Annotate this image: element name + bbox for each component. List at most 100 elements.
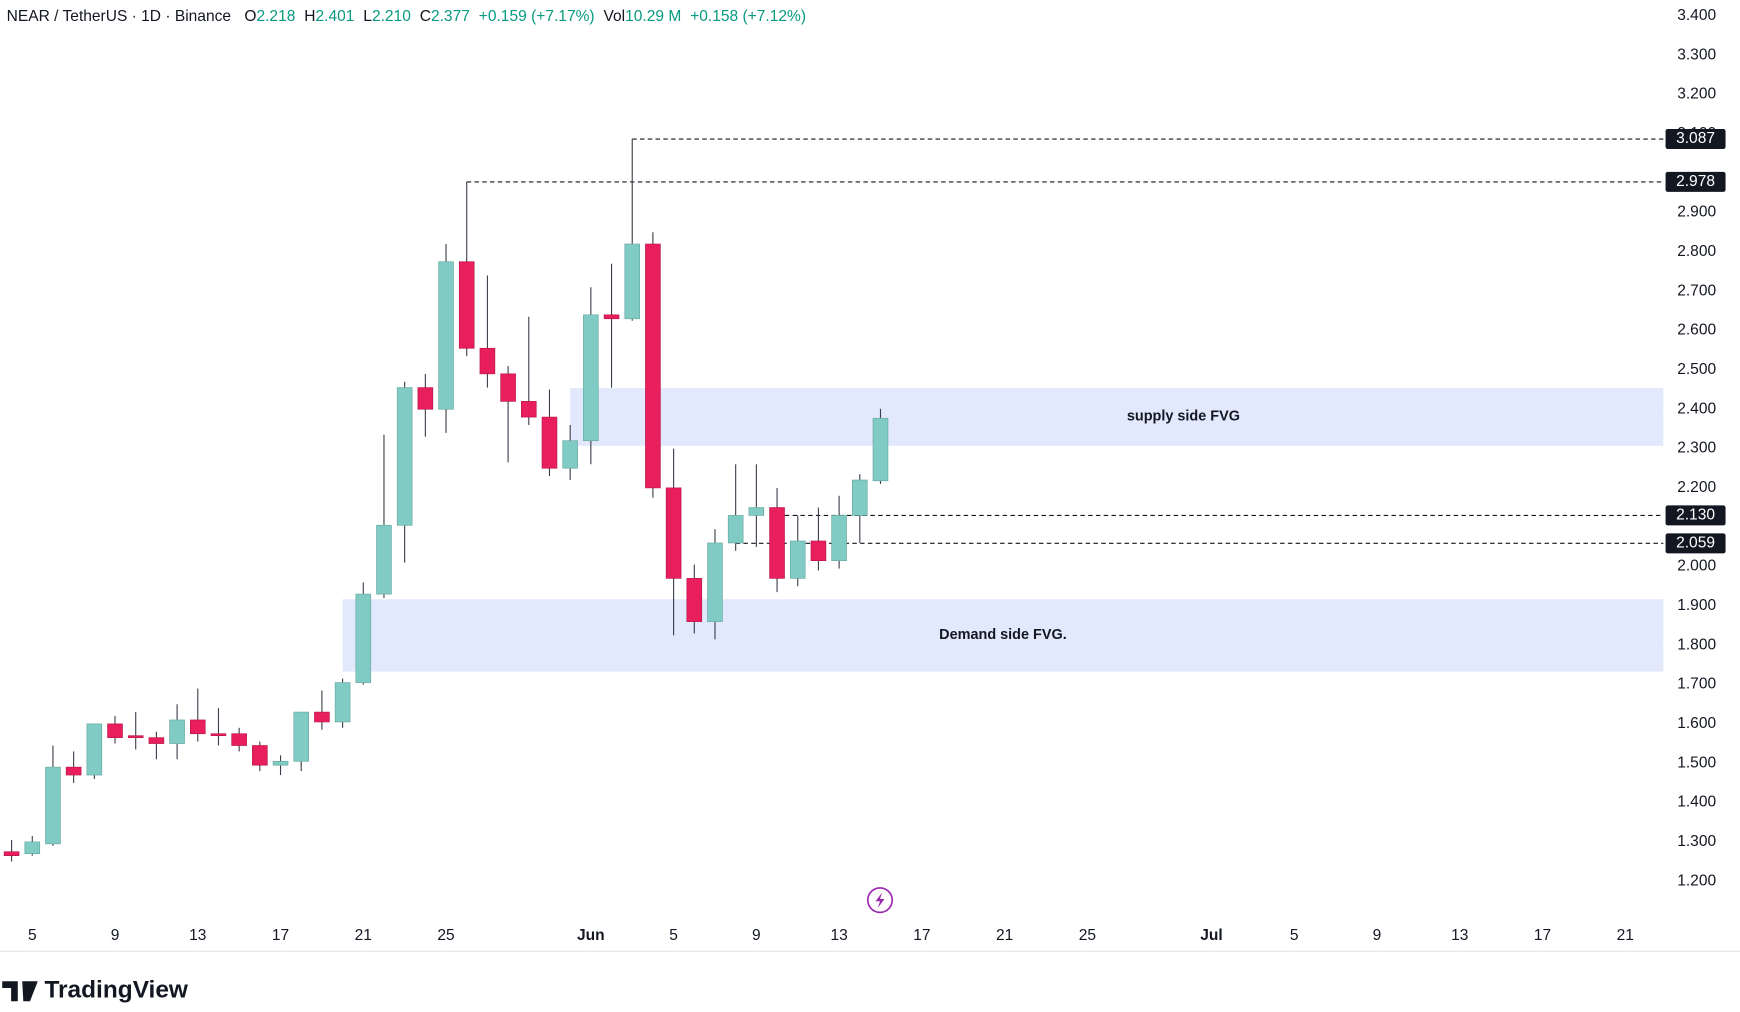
y-tick-label: 2.500 (1677, 361, 1716, 378)
candle-body (169, 719, 185, 744)
candle-body (541, 416, 558, 469)
brand-name: TradingView (44, 977, 188, 1004)
y-tick-label: 2.700 (1677, 282, 1716, 299)
field-label: H (304, 8, 315, 25)
candle-body (500, 373, 516, 402)
x-tick-label: Jul (1200, 927, 1222, 944)
candle-body (231, 733, 247, 746)
y-tick-label: 1.200 (1677, 872, 1716, 889)
zone-label: supply side FVG (1127, 409, 1240, 425)
candle-body (189, 719, 206, 735)
candle-body (376, 524, 392, 595)
symbol: NEAR / TetherUS · 1D · Binance (7, 8, 231, 25)
fvg-zone (570, 387, 1664, 446)
candle-body (417, 387, 434, 410)
x-tick-label: 21 (355, 927, 372, 944)
candle-body (665, 487, 682, 579)
field-value: 2.401 (315, 8, 354, 25)
candle-body (810, 540, 827, 561)
y-tick-label: 1.400 (1677, 794, 1716, 811)
x-tick-label: 21 (1617, 927, 1634, 944)
x-tick-label: 25 (1079, 927, 1096, 944)
y-tick-label: 2.900 (1677, 204, 1716, 221)
y-tick-label: 2.200 (1677, 479, 1716, 496)
y-tick-label: 2.600 (1677, 322, 1716, 339)
candle-body (334, 682, 351, 723)
candle-body (707, 542, 723, 622)
candle-body (831, 515, 847, 561)
y-tick-label: 3.300 (1677, 46, 1716, 63)
candle-body (727, 515, 744, 544)
x-tick-label: 25 (437, 927, 454, 944)
candle-body (24, 841, 41, 855)
x-tick-label: 17 (913, 927, 930, 944)
candle-body (396, 387, 413, 526)
zone-label: Demand side FVG. (939, 627, 1067, 643)
level-tag-label: 2.978 (1676, 173, 1715, 190)
field-value: 2.377 (431, 8, 470, 25)
candle-body (252, 745, 268, 766)
candle-body (521, 401, 537, 418)
candle-body (562, 440, 578, 469)
y-tick-label: 1.700 (1677, 676, 1716, 693)
y-tick-label: 1.600 (1677, 715, 1716, 732)
candle-body (583, 314, 599, 442)
candle-body (127, 735, 144, 738)
x-tick-label: 9 (111, 927, 120, 944)
x-tick-label: 13 (189, 927, 206, 944)
candle-body (686, 578, 703, 622)
x-tick-label: 13 (1451, 927, 1468, 944)
level-tag (1665, 533, 1726, 554)
candle-body (438, 261, 454, 410)
candle-body (769, 507, 785, 579)
level-tag-label: 3.087 (1676, 130, 1715, 147)
y-tick-label: 1.800 (1677, 636, 1716, 653)
candle-body (314, 711, 330, 723)
candle-body (355, 593, 372, 683)
candle-body (852, 479, 868, 516)
level-tag (1665, 505, 1726, 526)
x-tick-label: 13 (830, 927, 847, 944)
y-tick-label: 2.300 (1677, 440, 1716, 457)
legend: NEAR / TetherUS · 1D · Binance O2.218 H2.4… (7, 8, 806, 25)
alert-icon (866, 887, 894, 914)
candle-body (3, 851, 20, 856)
candle-body (603, 314, 620, 320)
field-label: O (244, 8, 256, 25)
level-tag-label: 2.059 (1676, 534, 1715, 551)
x-tick-label: Jun (577, 927, 605, 944)
brand-logo (2, 981, 38, 1002)
fvg-zone (342, 599, 1664, 672)
y-tick-label: 1.300 (1677, 833, 1716, 850)
candle-body (293, 711, 310, 762)
candle-body (210, 733, 227, 737)
x-tick-label: 9 (752, 927, 761, 944)
y-tick-label: 3.200 (1677, 86, 1716, 103)
candle-body (65, 766, 82, 776)
x-tick-label: 17 (1534, 927, 1551, 944)
candle-body (645, 243, 661, 489)
x-tick-label: 5 (1290, 927, 1299, 944)
x-tick-label: 5 (669, 927, 678, 944)
y-tick-label: 2.000 (1677, 558, 1716, 575)
x-tick-label: 9 (1373, 927, 1382, 944)
volume-change: +0.158 (+7.12%) (690, 8, 806, 25)
candle-body (789, 540, 806, 579)
y-tick-label: 1.500 (1677, 754, 1716, 771)
x-tick-label: 17 (272, 927, 289, 944)
x-tick-label: 21 (996, 927, 1013, 944)
candle-body (148, 737, 165, 744)
change: +0.159 (+7.17%) (479, 8, 595, 25)
level-tag (1665, 129, 1726, 150)
candle-body (624, 243, 641, 320)
candle-body (872, 417, 889, 482)
candle-body (107, 723, 123, 738)
candle-body (748, 507, 765, 516)
y-tick-label: 3.400 (1677, 7, 1716, 24)
candle-body (86, 723, 103, 776)
field-label: L (363, 8, 372, 25)
y-tick-label: 2.800 (1677, 243, 1716, 260)
field-value: 2.210 (372, 8, 411, 25)
field-value: 2.218 (256, 8, 295, 25)
